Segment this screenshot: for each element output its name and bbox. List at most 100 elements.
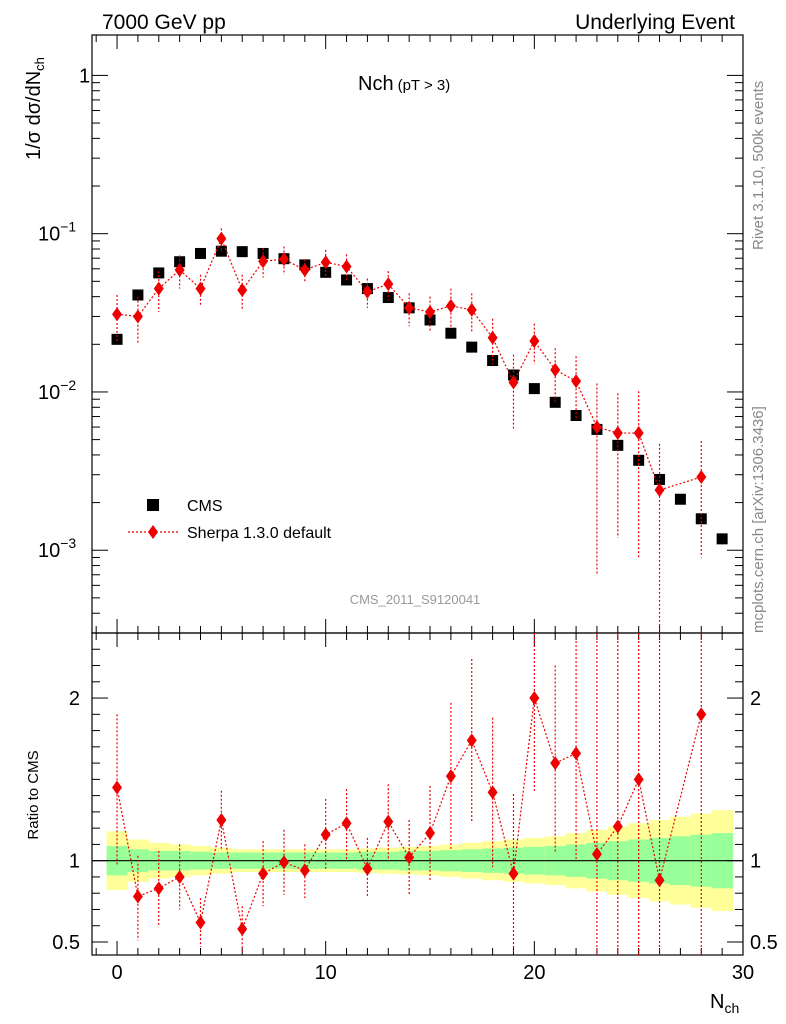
sherpa-point [591,420,602,435]
x-label-sub: ch [724,1000,739,1016]
x-tick-label: 0 [111,962,122,984]
sherpa-point [696,470,707,485]
main-y-label-sub: ch [32,57,47,71]
svg-text:Nch(pT > 3): Nch (pT > 3) [358,73,450,95]
legend: CMS Sherpa 1.3.0 default [128,498,332,542]
ratio-y-tick-label: 1 [69,851,80,873]
x-tick-label: 10 [315,962,337,984]
main-title-sub: (pT > 3) [398,77,451,94]
cms-point [320,266,332,278]
main-title: Nch (pT > 3) [358,73,450,95]
mcplots-label: mcplots.cern.ch [arXiv:1306.3436] [750,406,767,633]
cms-point [215,245,227,257]
sherpa-ratio-point [195,915,206,930]
svg-text:1/σ dσ/dNch: 1/σ dσ/dNch [23,57,47,160]
sherpa-ratio-point [258,866,269,881]
main-y-tick-label: 10−3 [38,535,76,562]
x-tick-label: 30 [732,962,754,984]
legend-sherpa-marker [148,525,158,539]
sherpa-ratio-point [237,921,248,936]
cms-point [132,289,144,301]
cms-point [612,439,624,451]
main-y-tick-label: 1 [79,65,90,87]
sherpa-ratio-point [466,733,477,748]
cms-point [174,256,186,268]
y-tick-base: 10 [38,224,60,246]
ratio-y-tick-label-right: 0.5 [750,932,778,954]
main-plot-area: 110−110−210−3 [38,34,744,634]
ratio-y-axis-label: Ratio to CMS [25,750,42,839]
legend-cms-marker [147,499,159,511]
sherpa-point [550,362,561,377]
header-right: Underlying Event [575,11,735,34]
cms-point [654,473,666,485]
sherpa-point [320,255,331,270]
watermark: CMS_2011_S9120041 [350,592,481,607]
sherpa-point [487,330,498,345]
ratio-y-tick-label-right: 1 [750,851,761,873]
sherpa-point [445,298,456,313]
sherpa-point [633,426,644,441]
sherpa-point [258,254,269,269]
sherpa-point [299,262,310,277]
rivet-label: Rivet 3.1.10, 500k events [750,81,767,250]
sherpa-point [612,426,623,441]
main-title-text: Nch [358,73,394,95]
sherpa-ratio-point [362,861,373,876]
sherpa-ratio-point [612,819,623,834]
y-tick-exponent: −1 [60,219,76,235]
sherpa-ratio-point [132,889,143,904]
cms-point [528,383,540,395]
sherpa-ratio-point [550,756,561,771]
x-axis-label: Nch [710,991,739,1016]
y-tick-base: 10 [38,382,60,404]
sherpa-ratio-point [425,826,436,841]
sherpa-ratio-point [633,772,644,787]
sherpa-ratio-point [654,873,665,888]
sherpa-ratio-point [174,869,185,884]
sherpa-ratio-point [445,769,456,784]
sherpa-point [425,305,436,320]
y-tick-base: 1 [79,65,90,87]
sherpa-ratio-point [341,816,352,831]
sherpa-ratio-point [383,814,394,829]
sherpa-point [529,333,540,348]
sherpa-point [383,277,394,292]
cms-point [424,314,436,326]
ratio-y-tick-label-right: 2 [750,688,761,710]
cms-point [466,341,478,353]
main-y-tick-label: 10−2 [38,377,76,404]
sherpa-point [571,374,582,389]
sherpa-ratio-point [153,881,164,896]
sherpa-point [195,281,206,296]
cms-point [674,493,686,505]
sherpa-point [132,309,143,324]
y-tick-exponent: −3 [60,535,76,551]
sherpa-ratio-point [696,707,707,722]
sherpa-point [237,283,248,298]
sherpa-ratio-point [278,855,289,870]
legend-sherpa-label: Sherpa 1.3.0 default [187,525,332,542]
main-y-axis-label: 1/σ dσ/dNch [23,57,47,160]
main-y-tick-label: 10−1 [38,219,76,246]
ratio-plot-area: 0 10 20 30 0.5 0.5 1 1 2 2 [52,632,778,984]
sherpa-point [174,262,185,277]
sherpa-ratio-point [112,780,123,795]
sherpa-point [153,281,164,296]
sherpa-ratio-point [508,866,519,881]
svg-text:Nch: Nch [710,991,739,1016]
header-left: 7000 GeV pp [102,11,226,34]
sherpa-ratio-point [591,847,602,862]
cms-point [195,247,206,259]
sherpa-point [404,300,415,315]
cms-point [549,396,561,408]
sherpa-point [278,252,289,267]
ratio-y-tick-label: 0.5 [52,932,80,954]
sherpa-ratio-point [299,863,310,878]
ratio-frame [91,632,744,956]
cms-point [445,327,457,339]
sherpa-ratio-point [529,691,540,706]
sherpa-line [116,237,702,491]
legend-cms-label: CMS [187,498,223,515]
